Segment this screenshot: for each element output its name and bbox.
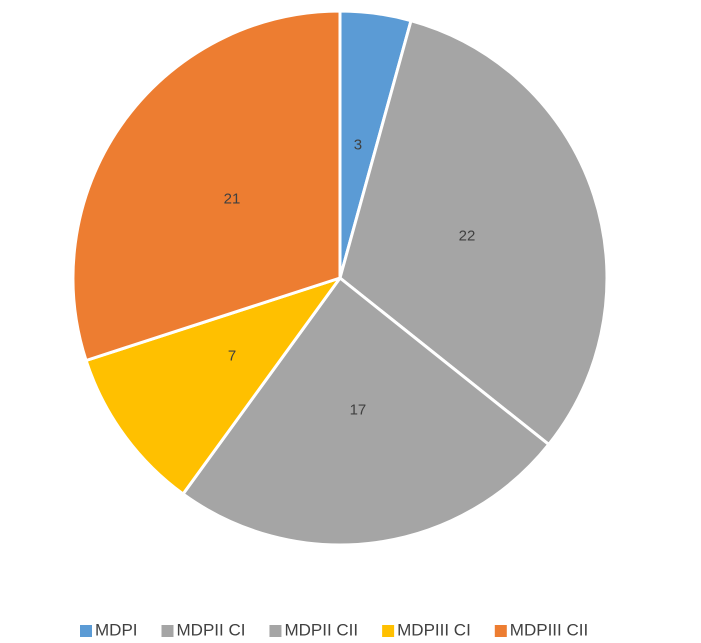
pie-slice (338, 19, 609, 446)
legend-swatch (494, 625, 507, 637)
data-label: 3 (354, 137, 362, 154)
pie-slice (71, 9, 342, 363)
legend-swatch (382, 625, 395, 637)
legend-label: MDPII CI (177, 620, 246, 639)
legend-swatch (161, 625, 174, 637)
legend-label: MDPI (95, 620, 138, 639)
data-label: 22 (459, 228, 476, 245)
data-label: 17 (350, 401, 367, 418)
legend-swatch (269, 625, 282, 637)
data-label: 7 (228, 347, 236, 364)
data-label: 21 (224, 190, 241, 207)
legend-label: MDPII CII (284, 620, 358, 639)
legend-label: MDPIII CII (510, 620, 588, 639)
legend-swatch (80, 625, 92, 637)
legend-label: MDPIII CI (397, 620, 471, 639)
pie-slice (181, 276, 551, 547)
pie-slice (84, 276, 342, 496)
